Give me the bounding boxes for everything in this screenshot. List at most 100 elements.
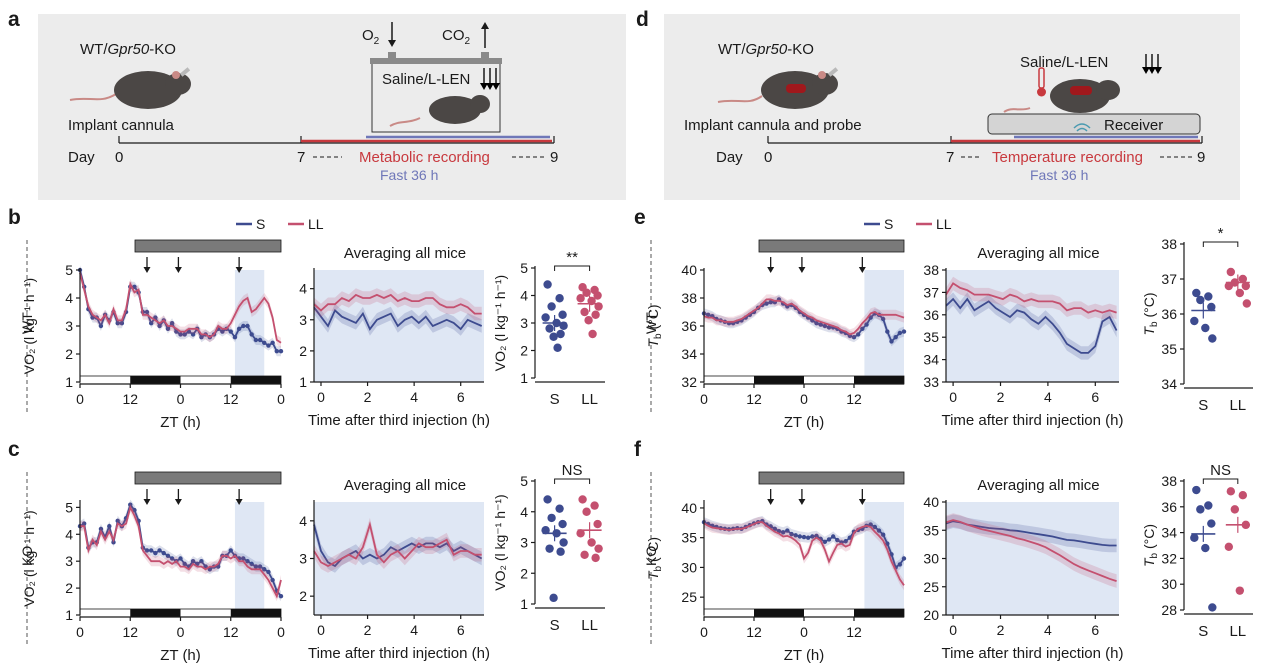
- f_left-point-S-32: [835, 537, 840, 543]
- o2-arrow-icon: [388, 22, 396, 47]
- c_left-point-S-25: [182, 561, 187, 567]
- e_left-ytick-label-0: 32: [681, 374, 697, 390]
- c_mid-line-LL: [313, 521, 482, 568]
- c_left-ylabel: VO₂ (l kg⁻¹ h⁻¹): [21, 510, 37, 606]
- e_left-point-S-47: [897, 330, 903, 336]
- c_right-dot-S-3: [558, 519, 567, 529]
- e_left-dark-phase-0: [754, 376, 804, 384]
- c_left-xtick-label-0: 0: [76, 624, 84, 640]
- c_mid-ytick-label-2: 4: [299, 513, 307, 529]
- b_left-point-S-5: [98, 323, 104, 329]
- b_right-dot-S-8: [556, 329, 565, 339]
- f_left-point-S-48: [901, 556, 907, 561]
- e_mid-ytick-label-0: 33: [923, 374, 939, 390]
- e_mid-title: Averaging all mice: [977, 245, 1099, 262]
- e_left-point-S-45: [889, 339, 894, 344]
- b_mid-ytick-label-1: 2: [299, 343, 307, 359]
- c_left-point-S-42: [253, 564, 259, 569]
- f_right-ytick-label-5: 38: [1161, 473, 1177, 489]
- e_right-dot-S-0: [1192, 288, 1201, 298]
- c_left-point-S-19: [157, 548, 162, 553]
- f_left-dark-phase-1: [854, 609, 904, 617]
- c_left-ytick-label-1: 2: [65, 580, 73, 596]
- e_left-fasting-bar: [758, 239, 905, 253]
- c_right-dot-S-0: [543, 495, 552, 504]
- c_left-ytick-label-2: 3: [65, 553, 73, 569]
- panel-label-e: e: [634, 206, 646, 229]
- legend-top-right: S LL: [864, 216, 952, 232]
- f_left-point-S-42: [876, 528, 882, 533]
- e_right-dot-LL-5: [1235, 288, 1245, 298]
- b_right-ylabel: VO₂ (l kg⁻¹ h⁻¹): [492, 275, 508, 371]
- b_right-xcat-LL: LL: [581, 391, 598, 408]
- f_mid-xtick-label-3: 6: [1091, 622, 1099, 638]
- c_right-dot-LL-6: [594, 544, 603, 553]
- treatment-label-a: Saline/L-LEN: [382, 71, 470, 88]
- e_right-xcat-S: S: [1198, 397, 1208, 414]
- e_left-point-S-44: [885, 329, 890, 334]
- mouse-with-probe-icon: [717, 67, 839, 109]
- c_mid-ytick-label-1: 3: [299, 551, 307, 567]
- f_right-dot-LL-0: [1226, 487, 1236, 496]
- f_mid-ytick-label-3: 35: [923, 522, 939, 538]
- mouse-thermometer-icon: [1003, 67, 1120, 113]
- genotype-label-d: WT/Gpr50-KO: [718, 41, 814, 58]
- f_left-point-S-29: [822, 539, 828, 545]
- chart-c_mid: Averaging all mice 2 3 4 0 2 4 6 Time after thir…: [299, 477, 490, 662]
- f_right-ylabel-sub: b: [1149, 552, 1160, 558]
- f_right-dot-S-3: [1207, 519, 1216, 528]
- panel-label-d: d: [636, 8, 649, 31]
- e_left-xtick-label-3: 12: [846, 391, 862, 407]
- e_right-ylabel-unit: (°C): [1141, 292, 1157, 321]
- e_left-point-S-16: [768, 300, 773, 305]
- e_left-ytick-label-2: 36: [681, 318, 697, 334]
- e_left-xtick-label-1: 12: [746, 391, 762, 407]
- e_mid-ytick-label-1: 34: [923, 352, 939, 368]
- c_left-xtick-label-3: 12: [223, 624, 239, 640]
- implant-label-d: Implant cannula and probe: [684, 117, 862, 134]
- e_right-dot-LL-1: [1238, 274, 1248, 284]
- c_left-point-S-48: [278, 593, 284, 599]
- implant-label-a: Implant cannula: [68, 117, 175, 134]
- b_left-xtick-label-3: 12: [223, 391, 239, 407]
- b_left-point-S-40: [245, 323, 250, 329]
- b_right-dot-LL-10: [588, 329, 597, 339]
- mouse-icon: [69, 67, 191, 109]
- c_left-point-S-43: [257, 564, 263, 569]
- f_right-dot-LL-1: [1238, 490, 1248, 500]
- f_right-ytick-label-0: 28: [1161, 602, 1177, 618]
- e_right-ylabel-t: T: [1141, 326, 1157, 336]
- e_right-dot-LL-3: [1241, 281, 1251, 291]
- c_mid-xtick-label-2: 4: [410, 622, 418, 638]
- c_left-injection-arrowhead-2: [235, 499, 243, 505]
- b_right-dot-LL-3: [593, 291, 602, 300]
- f_right-ytick-label-2: 32: [1161, 550, 1177, 566]
- c_left-point-S-5: [98, 526, 104, 532]
- e_mid-background: [946, 270, 1119, 382]
- c_right-ytick-label-2: 3: [520, 535, 528, 551]
- chart-c_right: S LL NS 1 2 3 4 5 VO₂ (l kg⁻¹ h⁻¹): [492, 462, 605, 634]
- e_mid-ytick-label-2: 35: [923, 329, 939, 345]
- f_left-point-S-35: [847, 535, 853, 540]
- panel-label-c: c: [8, 438, 20, 461]
- b_mid-band-S: [314, 300, 482, 336]
- b_right-dot-S-10: [553, 343, 562, 352]
- c_left-ytick-label-0: 1: [65, 607, 73, 623]
- row-ko-text-2: KO: [643, 546, 659, 566]
- b_left-ytick-label-1: 2: [65, 346, 73, 362]
- c_left-point-S-46: [270, 577, 275, 583]
- f_left-point-S-31: [830, 534, 836, 539]
- e_left-ytick-label-4: 40: [681, 262, 697, 278]
- e_right-sig-bracket: [1202, 241, 1239, 247]
- b_right-dot-LL-8: [591, 310, 600, 319]
- e_right-dot-S-3: [1207, 302, 1216, 312]
- c_right-dot-S-6: [559, 538, 568, 547]
- e_mid-band-S: [946, 292, 1117, 360]
- genotype-label-a: WT/Gpr50-KO: [80, 41, 176, 58]
- b_left-dark-phase-1: [230, 376, 281, 384]
- c_right-ytick-label-4: 5: [520, 473, 528, 489]
- b_right-ytick-label-1: 2: [520, 343, 528, 359]
- b_left-point-S-48: [278, 349, 284, 354]
- fast-label-d: Fast 36 h: [1030, 167, 1088, 183]
